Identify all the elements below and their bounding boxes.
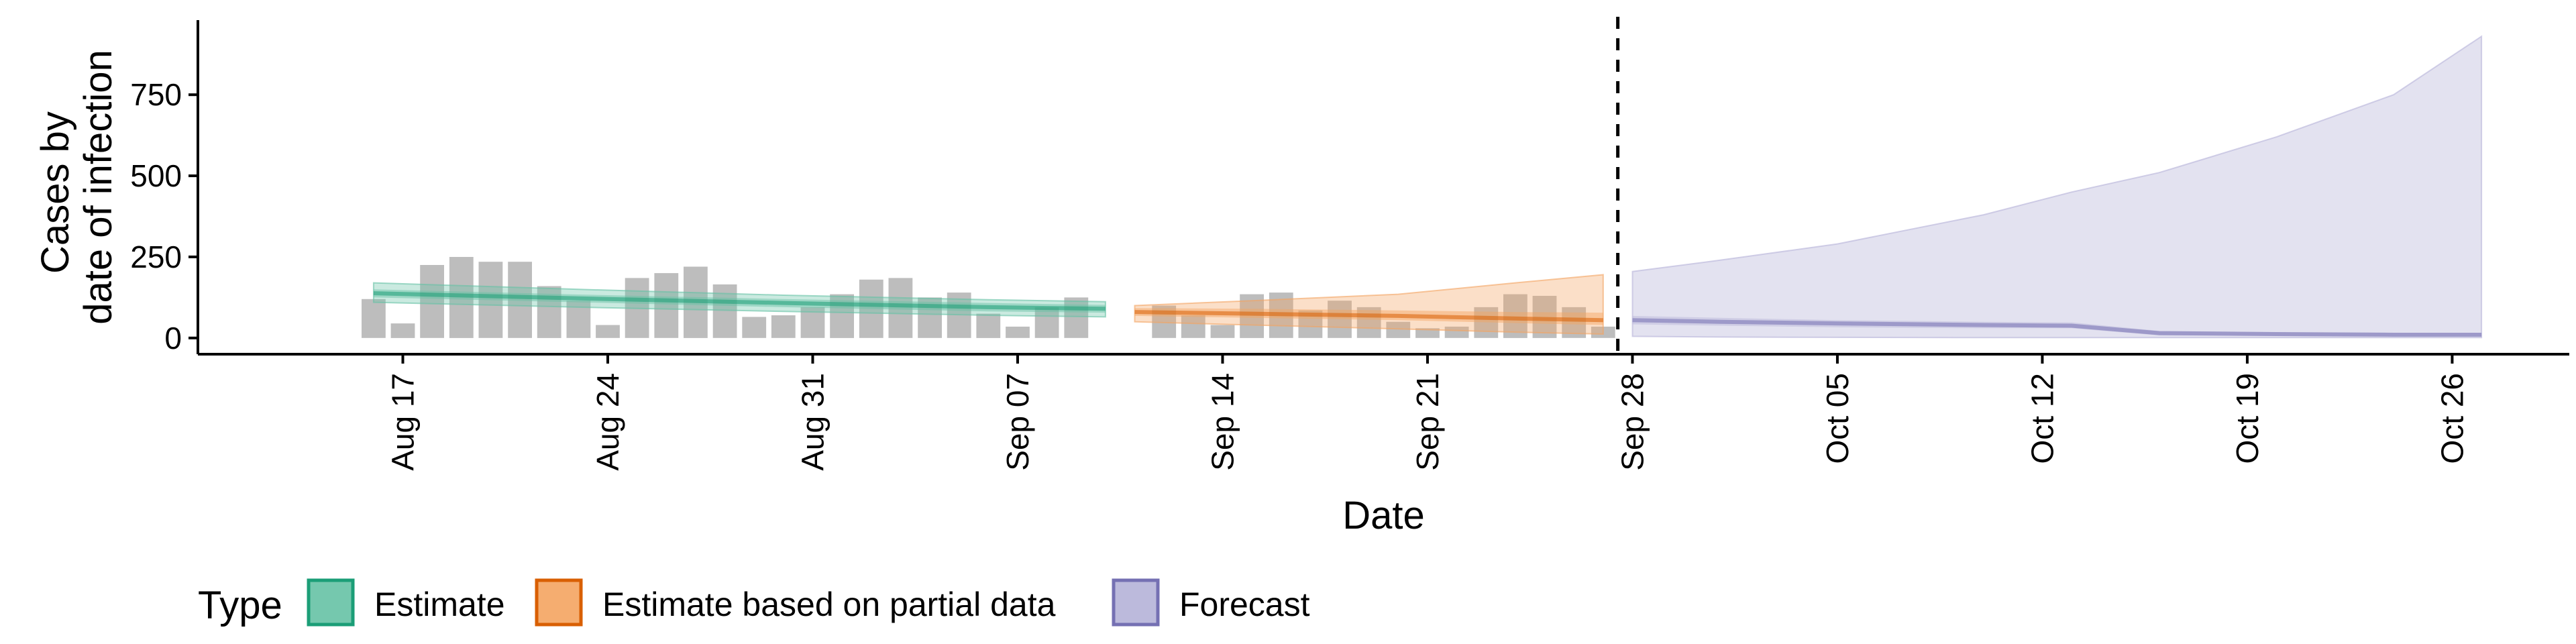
case-bar	[537, 286, 561, 338]
legend-label-estimate-based-on-partial-data: Estimate based on partial data	[602, 586, 1056, 623]
x-tick-label: Sep 21	[1410, 373, 1445, 471]
y-axis-title-line-2: date of infection	[76, 50, 120, 325]
x-axis-title: Date	[1342, 494, 1425, 537]
x-tick-label: Sep 14	[1205, 373, 1240, 471]
x-tick-label: Aug 31	[795, 373, 830, 471]
case-bar	[654, 273, 679, 338]
case-bar	[742, 317, 767, 338]
case-bar	[508, 262, 532, 338]
case-bar	[888, 278, 913, 338]
case-bar	[859, 279, 883, 338]
legend-key-estimate	[307, 578, 355, 627]
x-axis-ticks: Aug 17 Aug 24 Aug 31 Sep 07 Sep 14 Sep 21 Sep …	[385, 354, 2469, 471]
forecast-median-line	[1632, 318, 2482, 337]
axes	[197, 20, 2569, 356]
case-bar	[1356, 307, 1381, 338]
case-bar	[596, 325, 620, 338]
case-bar	[1034, 307, 1059, 338]
observed-cases-bars	[362, 257, 1615, 338]
case-bar	[830, 294, 854, 338]
case-bar	[1181, 315, 1205, 338]
median-lines	[373, 291, 2482, 337]
case-bar	[420, 265, 444, 338]
estimate-bands	[372, 35, 2483, 339]
estimate-based-on-partial-data-median-line	[1134, 310, 1603, 323]
case-bar	[362, 299, 386, 338]
case-bar	[1474, 307, 1499, 338]
case-bar	[478, 262, 503, 338]
legend-title: Type	[198, 584, 282, 627]
x-tick-label: Oct 05	[1820, 373, 1855, 464]
y-axis-title-line-1: Cases by	[34, 111, 77, 274]
estimate-median-line	[373, 291, 1106, 311]
y-axis-ticks: 0 250 500 750	[130, 77, 198, 356]
case-bar	[1064, 297, 1089, 338]
x-tick-label: Oct 26	[2434, 373, 2469, 464]
x-tick-label: Sep 28	[1615, 373, 1650, 471]
x-tick-label: Oct 19	[2230, 373, 2265, 464]
case-bar	[712, 284, 737, 338]
forecast-outer-band	[1631, 35, 2483, 339]
case-bar	[390, 323, 415, 338]
case-bar	[1503, 294, 1527, 338]
y-tick-label: 250	[130, 239, 182, 274]
case-bar	[976, 313, 1001, 338]
legend-key-estimate-based-on-partial-data	[535, 578, 583, 627]
case-bar	[1006, 326, 1030, 338]
estimate-outer-band	[372, 282, 1106, 318]
case-bar	[1415, 328, 1440, 338]
case-bar	[1210, 325, 1235, 338]
legend-label-forecast: Forecast	[1179, 586, 1310, 623]
y-tick-label: 750	[130, 77, 182, 112]
x-tick-label: Aug 24	[590, 373, 625, 471]
x-tick-label: Aug 17	[385, 373, 420, 471]
case-bar	[1328, 301, 1352, 338]
x-tick-label: Sep 07	[1000, 373, 1035, 471]
legend: Type Estimate Estimate based on partial d…	[198, 578, 1310, 627]
legend-key-forecast	[1112, 578, 1160, 627]
case-bar	[1386, 321, 1411, 338]
case-bar	[1444, 326, 1469, 338]
y-axis-title: Cases by date of infection	[34, 50, 120, 325]
y-tick-label: 0	[164, 321, 182, 356]
x-tick-label: Oct 12	[2025, 373, 2059, 464]
legend-label-estimate: Estimate	[374, 586, 505, 623]
y-tick-label: 500	[130, 158, 182, 193]
case-bar	[771, 315, 796, 338]
